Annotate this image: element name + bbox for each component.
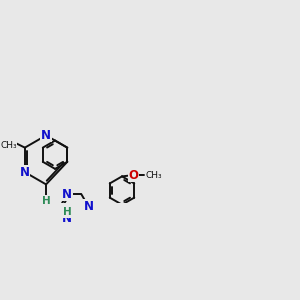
Text: N: N	[83, 200, 93, 213]
Text: H: H	[42, 196, 50, 206]
Text: O: O	[128, 169, 138, 182]
Text: N: N	[20, 166, 30, 179]
Text: CH₃: CH₃	[145, 171, 162, 180]
Text: CH₃: CH₃	[0, 141, 17, 150]
Text: H: H	[64, 207, 72, 218]
Text: N: N	[62, 212, 72, 225]
Text: N: N	[41, 129, 51, 142]
Text: N: N	[62, 188, 72, 201]
